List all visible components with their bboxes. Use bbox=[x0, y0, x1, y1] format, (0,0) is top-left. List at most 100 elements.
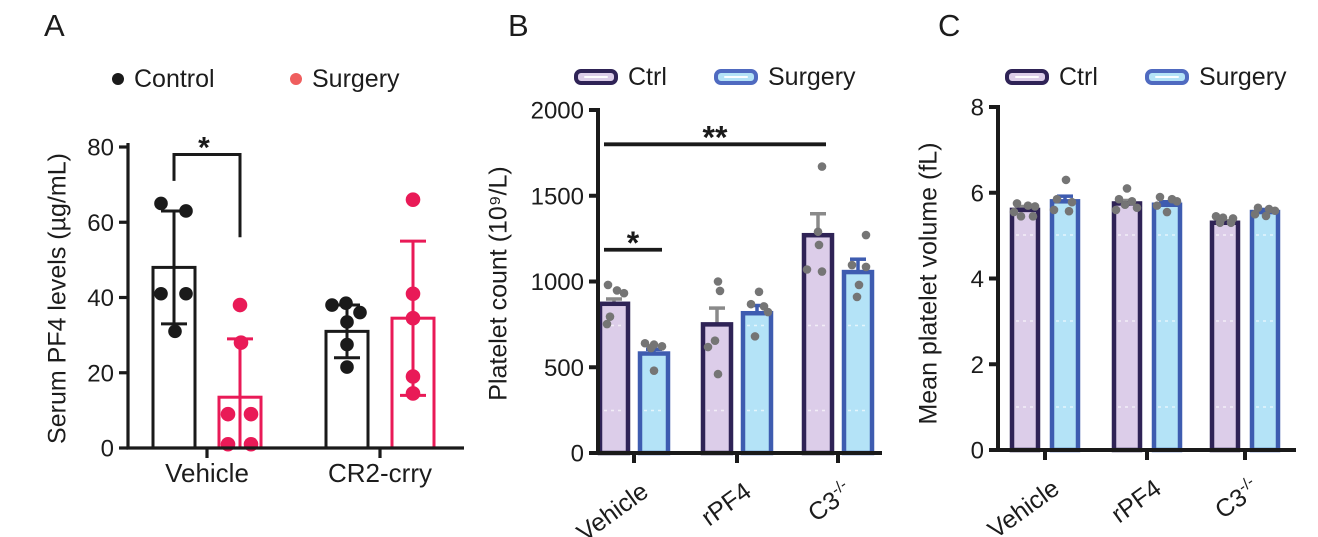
legend-item-control: Control bbox=[112, 66, 215, 92]
data-point bbox=[340, 337, 354, 352]
surgery-dot-icon bbox=[290, 73, 302, 85]
data-point bbox=[1132, 203, 1142, 213]
y-axis-title-b: Platelet count (10⁹/L) bbox=[484, 166, 513, 401]
data-point bbox=[817, 267, 827, 276]
y-tick-label: 500 bbox=[544, 355, 584, 382]
data-point bbox=[754, 287, 764, 297]
data-point bbox=[1061, 175, 1071, 185]
significance-stars: * bbox=[198, 132, 210, 165]
data-point bbox=[1261, 211, 1271, 221]
data-point bbox=[232, 297, 248, 313]
legend-label: Ctrl bbox=[1059, 62, 1098, 91]
data-point bbox=[847, 260, 857, 270]
data-point bbox=[405, 369, 421, 384]
data-point bbox=[1009, 207, 1019, 217]
y-tick-label: 60 bbox=[87, 210, 114, 237]
y-axis-title-a: Serum PF4 levels (µg/mL) bbox=[43, 153, 72, 444]
data-point bbox=[340, 315, 354, 329]
data-point bbox=[1250, 209, 1260, 219]
data-point bbox=[325, 298, 339, 312]
x-category-label: Vehicle bbox=[165, 458, 249, 488]
data-point bbox=[1226, 218, 1236, 228]
data-point bbox=[1030, 202, 1040, 211]
data-point bbox=[1067, 197, 1077, 207]
y-tick-label: 1000 bbox=[531, 269, 584, 296]
legend-item-ctrl: Ctrl bbox=[1005, 64, 1098, 90]
data-point bbox=[646, 343, 656, 353]
data-point bbox=[1122, 184, 1132, 193]
data-point bbox=[640, 338, 650, 348]
y-tick-label: 20 bbox=[87, 360, 114, 387]
data-point bbox=[861, 230, 871, 240]
legend-item-surgery: Surgery bbox=[1145, 64, 1287, 90]
data-point bbox=[814, 240, 824, 250]
data-point bbox=[405, 192, 421, 207]
surgery-bar-swatch-icon bbox=[1145, 69, 1189, 85]
data-point bbox=[1114, 194, 1124, 204]
x-category-label: rPF4 bbox=[1106, 474, 1166, 529]
y-tick-label: 2000 bbox=[531, 98, 584, 125]
data-point bbox=[713, 277, 723, 286]
data-point bbox=[817, 162, 827, 171]
data-point bbox=[179, 204, 193, 218]
bar bbox=[1151, 202, 1183, 453]
data-point bbox=[233, 335, 249, 350]
data-point bbox=[746, 299, 756, 309]
data-point bbox=[353, 305, 367, 320]
data-point bbox=[710, 336, 720, 345]
panel-label-a: A bbox=[44, 8, 65, 43]
panel-label-b: B bbox=[508, 8, 529, 43]
legend-label: Surgery bbox=[1199, 62, 1287, 91]
x-category-label: Vehicle bbox=[983, 474, 1065, 537]
data-point bbox=[852, 292, 862, 302]
y-tick-label: 80 bbox=[87, 135, 114, 162]
data-point bbox=[1028, 212, 1038, 221]
data-point bbox=[1111, 205, 1121, 215]
data-point bbox=[405, 310, 421, 326]
data-point bbox=[605, 312, 615, 321]
data-point bbox=[405, 286, 421, 302]
data-point bbox=[713, 369, 723, 379]
bar bbox=[1209, 220, 1241, 453]
data-point bbox=[1270, 206, 1280, 216]
data-point bbox=[750, 332, 760, 341]
legend-label: Control bbox=[134, 64, 215, 93]
data-point bbox=[1127, 197, 1137, 206]
legend-item-ctrl: Ctrl bbox=[574, 64, 667, 90]
y-tick-label: 4 bbox=[971, 266, 984, 293]
x-category-label: CR2-crry bbox=[328, 458, 432, 488]
significance-bracket bbox=[172, 153, 242, 238]
data-point bbox=[179, 286, 193, 301]
legend-label: Ctrl bbox=[628, 62, 667, 91]
data-point bbox=[1120, 200, 1130, 210]
data-point bbox=[802, 265, 812, 274]
ctrl-bar-swatch-icon bbox=[1005, 69, 1049, 85]
y-tick-label: 40 bbox=[87, 285, 114, 312]
x-category-label: Vehicle bbox=[572, 477, 654, 537]
data-point bbox=[1253, 203, 1263, 213]
data-point bbox=[854, 280, 864, 290]
data-point bbox=[1016, 212, 1026, 221]
data-point bbox=[340, 360, 354, 374]
bar bbox=[1009, 207, 1041, 453]
data-point bbox=[1172, 197, 1182, 206]
y-axis-title-c: Mean platelet volume (fL) bbox=[914, 142, 943, 425]
significance-stars: ** bbox=[703, 119, 728, 155]
x-category-label: C3-/- bbox=[802, 476, 857, 527]
data-point bbox=[603, 280, 613, 290]
data-point bbox=[715, 286, 725, 296]
bar bbox=[597, 301, 631, 456]
data-point bbox=[243, 406, 259, 422]
data-point bbox=[405, 386, 421, 401]
bar bbox=[1249, 209, 1281, 453]
legend-item-surgery: Surgery bbox=[714, 64, 856, 90]
y-tick-label: 0 bbox=[101, 436, 114, 463]
data-point bbox=[339, 296, 353, 310]
panel-c-plot: 0 2 4 6 8 Vehicle rPF4 C3-/- bbox=[971, 95, 1296, 537]
data-point bbox=[1215, 218, 1225, 228]
bar bbox=[740, 310, 774, 456]
data-point bbox=[657, 342, 667, 351]
data-point bbox=[1155, 192, 1165, 202]
